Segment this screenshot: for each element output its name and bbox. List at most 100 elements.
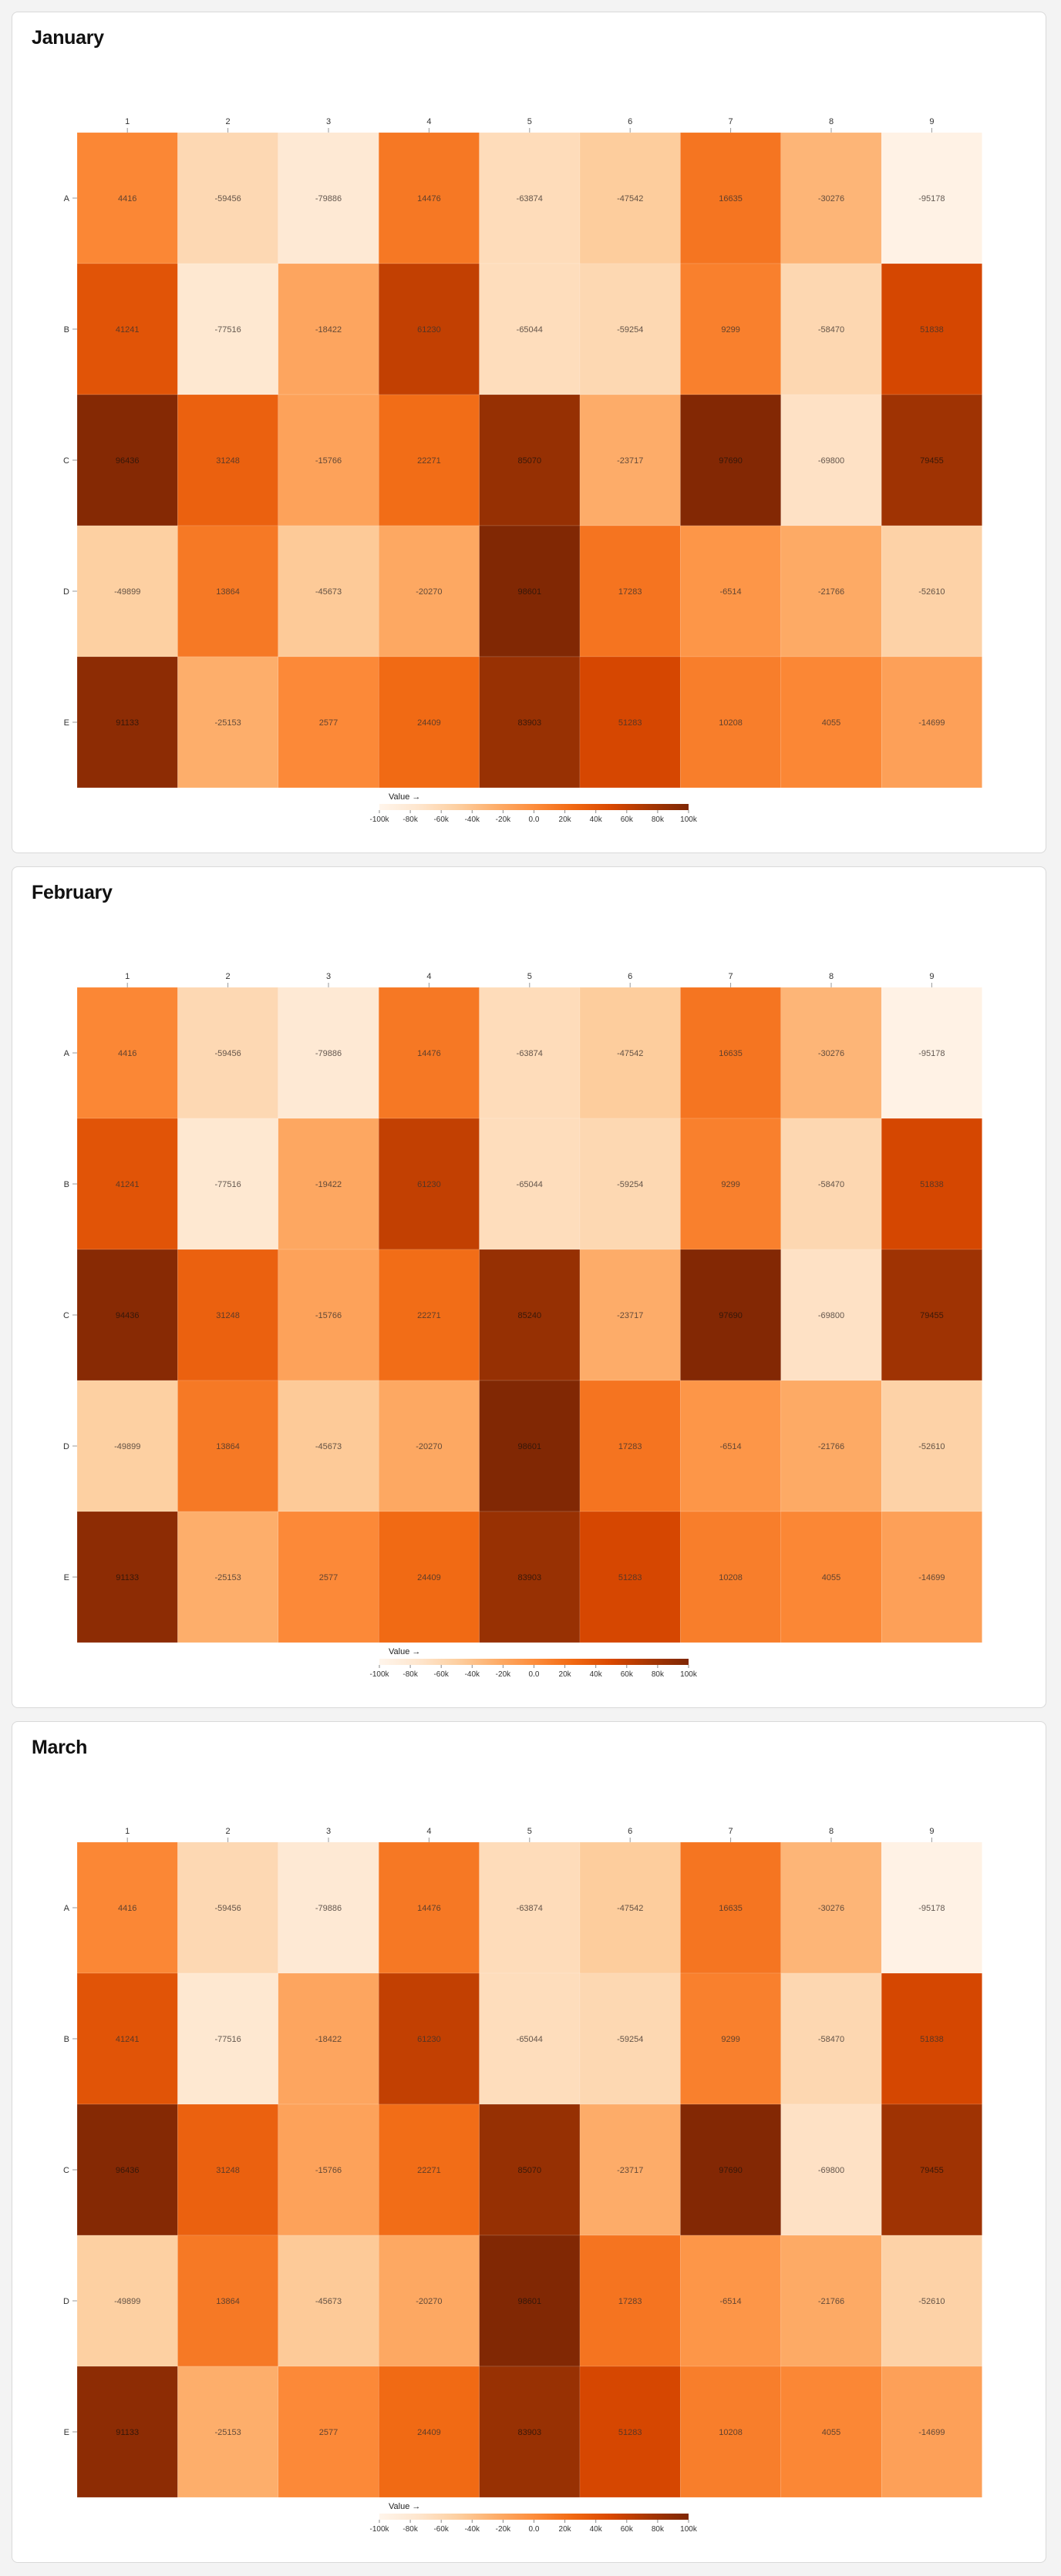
heatmap-cell[interactable] (177, 1841, 279, 1974)
heatmap-cell[interactable] (76, 1972, 178, 2105)
heatmap-cell[interactable] (780, 1118, 882, 1250)
heatmap-cell[interactable] (278, 394, 379, 526)
heatmap-cell[interactable] (378, 2366, 480, 2498)
heatmap-cell[interactable] (579, 132, 681, 264)
heatmap-cell[interactable] (680, 656, 782, 789)
heatmap-cell[interactable] (278, 1972, 379, 2105)
heatmap-cell[interactable] (780, 1841, 882, 1974)
heatmap-cell[interactable] (479, 2366, 581, 2498)
heatmap-cell[interactable] (76, 2104, 178, 2236)
heatmap-cell[interactable] (780, 1380, 882, 1512)
heatmap-cell[interactable] (680, 1841, 782, 1974)
heatmap-cell[interactable] (278, 132, 379, 264)
heatmap-cell[interactable] (378, 656, 480, 789)
heatmap-cell[interactable] (680, 1380, 782, 1512)
heatmap-cell[interactable] (579, 2104, 681, 2236)
heatmap-cell[interactable] (579, 987, 681, 1119)
heatmap-cell[interactable] (177, 525, 279, 657)
heatmap-cell[interactable] (76, 1118, 178, 1250)
heatmap-cell[interactable] (780, 987, 882, 1119)
heatmap-cell[interactable] (881, 1511, 982, 1643)
heatmap-cell[interactable] (177, 394, 279, 526)
heatmap-cell[interactable] (76, 2235, 178, 2367)
heatmap-cell[interactable] (881, 1972, 982, 2105)
heatmap-cell[interactable] (76, 656, 178, 789)
heatmap-cell[interactable] (579, 656, 681, 789)
heatmap-cell[interactable] (177, 1249, 279, 1381)
heatmap-cell[interactable] (479, 987, 581, 1119)
heatmap-cell[interactable] (479, 263, 581, 395)
heatmap-cell[interactable] (76, 1380, 178, 1512)
heatmap-cell[interactable] (177, 132, 279, 264)
heatmap-cell[interactable] (76, 525, 178, 657)
heatmap-cell[interactable] (579, 1380, 681, 1512)
heatmap-cell[interactable] (278, 1118, 379, 1250)
heatmap-cell[interactable] (378, 1972, 480, 2105)
heatmap-cell[interactable] (579, 1841, 681, 1974)
heatmap-cell[interactable] (881, 656, 982, 789)
heatmap-cell[interactable] (881, 987, 982, 1119)
heatmap-cell[interactable] (177, 263, 279, 395)
heatmap-cell[interactable] (378, 1380, 480, 1512)
heatmap-cell[interactable] (76, 394, 178, 526)
heatmap-cell[interactable] (278, 1511, 379, 1643)
heatmap-cell[interactable] (76, 132, 178, 264)
heatmap-cell[interactable] (378, 525, 480, 657)
heatmap-cell[interactable] (881, 2104, 982, 2236)
heatmap-cell[interactable] (278, 1841, 379, 1974)
heatmap-cell[interactable] (278, 1380, 379, 1512)
heatmap-cell[interactable] (177, 2366, 279, 2498)
heatmap-cell[interactable] (680, 1118, 782, 1250)
heatmap-cell[interactable] (780, 132, 882, 264)
heatmap-cell[interactable] (76, 1511, 178, 1643)
heatmap-cell[interactable] (278, 987, 379, 1119)
heatmap-cell[interactable] (780, 1972, 882, 2105)
heatmap-cell[interactable] (680, 2104, 782, 2236)
heatmap-cell[interactable] (177, 1118, 279, 1250)
heatmap-cell[interactable] (680, 1972, 782, 2105)
heatmap-cell[interactable] (780, 263, 882, 395)
heatmap-cell[interactable] (479, 656, 581, 789)
heatmap-cell[interactable] (881, 1118, 982, 1250)
heatmap-cell[interactable] (881, 525, 982, 657)
heatmap-cell[interactable] (378, 1249, 480, 1381)
heatmap-cell[interactable] (479, 394, 581, 526)
heatmap-cell[interactable] (479, 1118, 581, 1250)
heatmap-cell[interactable] (579, 2366, 681, 2498)
heatmap-cell[interactable] (278, 2235, 379, 2367)
heatmap-cell[interactable] (680, 525, 782, 657)
heatmap-cell[interactable] (278, 656, 379, 789)
heatmap-cell[interactable] (479, 1249, 581, 1381)
heatmap-cell[interactable] (479, 2104, 581, 2236)
heatmap-cell[interactable] (881, 1380, 982, 1512)
heatmap-cell[interactable] (378, 2104, 480, 2236)
heatmap-cell[interactable] (177, 2104, 279, 2236)
heatmap-cell[interactable] (479, 1972, 581, 2105)
heatmap-cell[interactable] (881, 132, 982, 264)
heatmap-cell[interactable] (680, 263, 782, 395)
heatmap-cell[interactable] (76, 987, 178, 1119)
heatmap-cell[interactable] (378, 1118, 480, 1250)
heatmap-cell[interactable] (479, 1380, 581, 1512)
heatmap-cell[interactable] (278, 2366, 379, 2498)
heatmap-cell[interactable] (378, 987, 480, 1119)
heatmap-cell[interactable] (479, 525, 581, 657)
heatmap-cell[interactable] (579, 1511, 681, 1643)
heatmap-cell[interactable] (780, 2235, 882, 2367)
heatmap-cell[interactable] (680, 2366, 782, 2498)
heatmap-cell[interactable] (579, 1972, 681, 2105)
heatmap-cell[interactable] (177, 1511, 279, 1643)
heatmap-cell[interactable] (780, 525, 882, 657)
heatmap-cell[interactable] (680, 1249, 782, 1381)
heatmap-cell[interactable] (378, 394, 480, 526)
heatmap-cell[interactable] (76, 1841, 178, 1974)
heatmap-cell[interactable] (479, 1841, 581, 1974)
heatmap-cell[interactable] (680, 394, 782, 526)
heatmap-cell[interactable] (881, 1249, 982, 1381)
heatmap-cell[interactable] (881, 2235, 982, 2367)
heatmap-cell[interactable] (881, 394, 982, 526)
heatmap-cell[interactable] (278, 1249, 379, 1381)
heatmap-cell[interactable] (278, 2104, 379, 2236)
heatmap-cell[interactable] (579, 1249, 681, 1381)
heatmap-cell[interactable] (177, 656, 279, 789)
